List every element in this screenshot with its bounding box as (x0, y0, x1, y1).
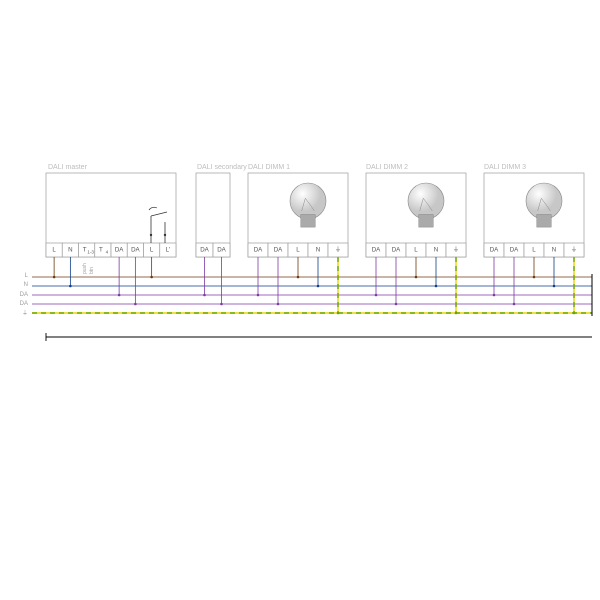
terminal-label: ⏚ (453, 247, 459, 254)
terminal-label: DA (392, 247, 401, 254)
terminal-label: N (68, 247, 72, 254)
bus-label-pe: ⏚ (22, 310, 28, 317)
wire-node (435, 285, 438, 288)
terminal-label: DA (217, 247, 226, 254)
terminal-label: DA (200, 247, 209, 254)
push-caption: push (82, 263, 88, 274)
wire-node (317, 285, 320, 288)
wire-node (573, 312, 576, 315)
bus-label-l: L (25, 273, 29, 279)
terminal-label: L (296, 247, 300, 254)
wire-node (257, 294, 260, 297)
module-title: DALI DIMM 1 (248, 164, 290, 171)
wire-node (53, 276, 56, 279)
module-title: DALI master (48, 164, 88, 171)
terminal-label: L (52, 247, 56, 254)
module-title: DALI DIMM 2 (366, 164, 408, 171)
push-caption: btn (89, 267, 95, 274)
wire-node (150, 276, 153, 279)
wire-node (277, 303, 280, 306)
terminal-label: ⏚ (571, 247, 577, 254)
terminal-label: L (414, 247, 418, 254)
wire-node (553, 285, 556, 288)
terminal-label: L' (166, 247, 171, 254)
terminal-label-sub: 1-3 (87, 250, 94, 255)
terminal-label: T (83, 247, 87, 254)
wire-node (493, 294, 496, 297)
wire-node (533, 276, 536, 279)
terminal-label: T (99, 247, 103, 254)
terminal-label: N (316, 247, 320, 254)
terminal-label: DA (274, 247, 283, 254)
terminal-label: DA (115, 247, 124, 254)
bus-label-n: N (24, 282, 28, 288)
terminal-label: L (150, 247, 154, 254)
wire-node (203, 294, 206, 297)
terminal (95, 243, 111, 257)
wire-node (118, 294, 121, 297)
wire-node (69, 285, 72, 288)
terminal-label: DA (490, 247, 499, 254)
terminal-label: DA (254, 247, 263, 254)
terminal-label: DA (372, 247, 381, 254)
terminal-label: ⏚ (335, 247, 341, 254)
module-title: DALI DIMM 3 (484, 164, 526, 171)
wire-node (134, 303, 137, 306)
module-title: DALI secondary (197, 164, 247, 171)
wire-node (375, 294, 378, 297)
wire-node (395, 303, 398, 306)
terminal-label: N (552, 247, 556, 254)
bus-label-da2: DA (20, 301, 28, 307)
bus-label-da: DA (20, 292, 28, 298)
wire-node (455, 312, 458, 315)
terminal-label: DA (131, 247, 140, 254)
wire-node (415, 276, 418, 279)
wire-node (297, 276, 300, 279)
terminal-label: L (532, 247, 536, 254)
wire-node (513, 303, 516, 306)
terminal-label: N (434, 247, 438, 254)
wire-node (220, 303, 223, 306)
wire-node (337, 312, 340, 315)
terminal-label: DA (510, 247, 519, 254)
